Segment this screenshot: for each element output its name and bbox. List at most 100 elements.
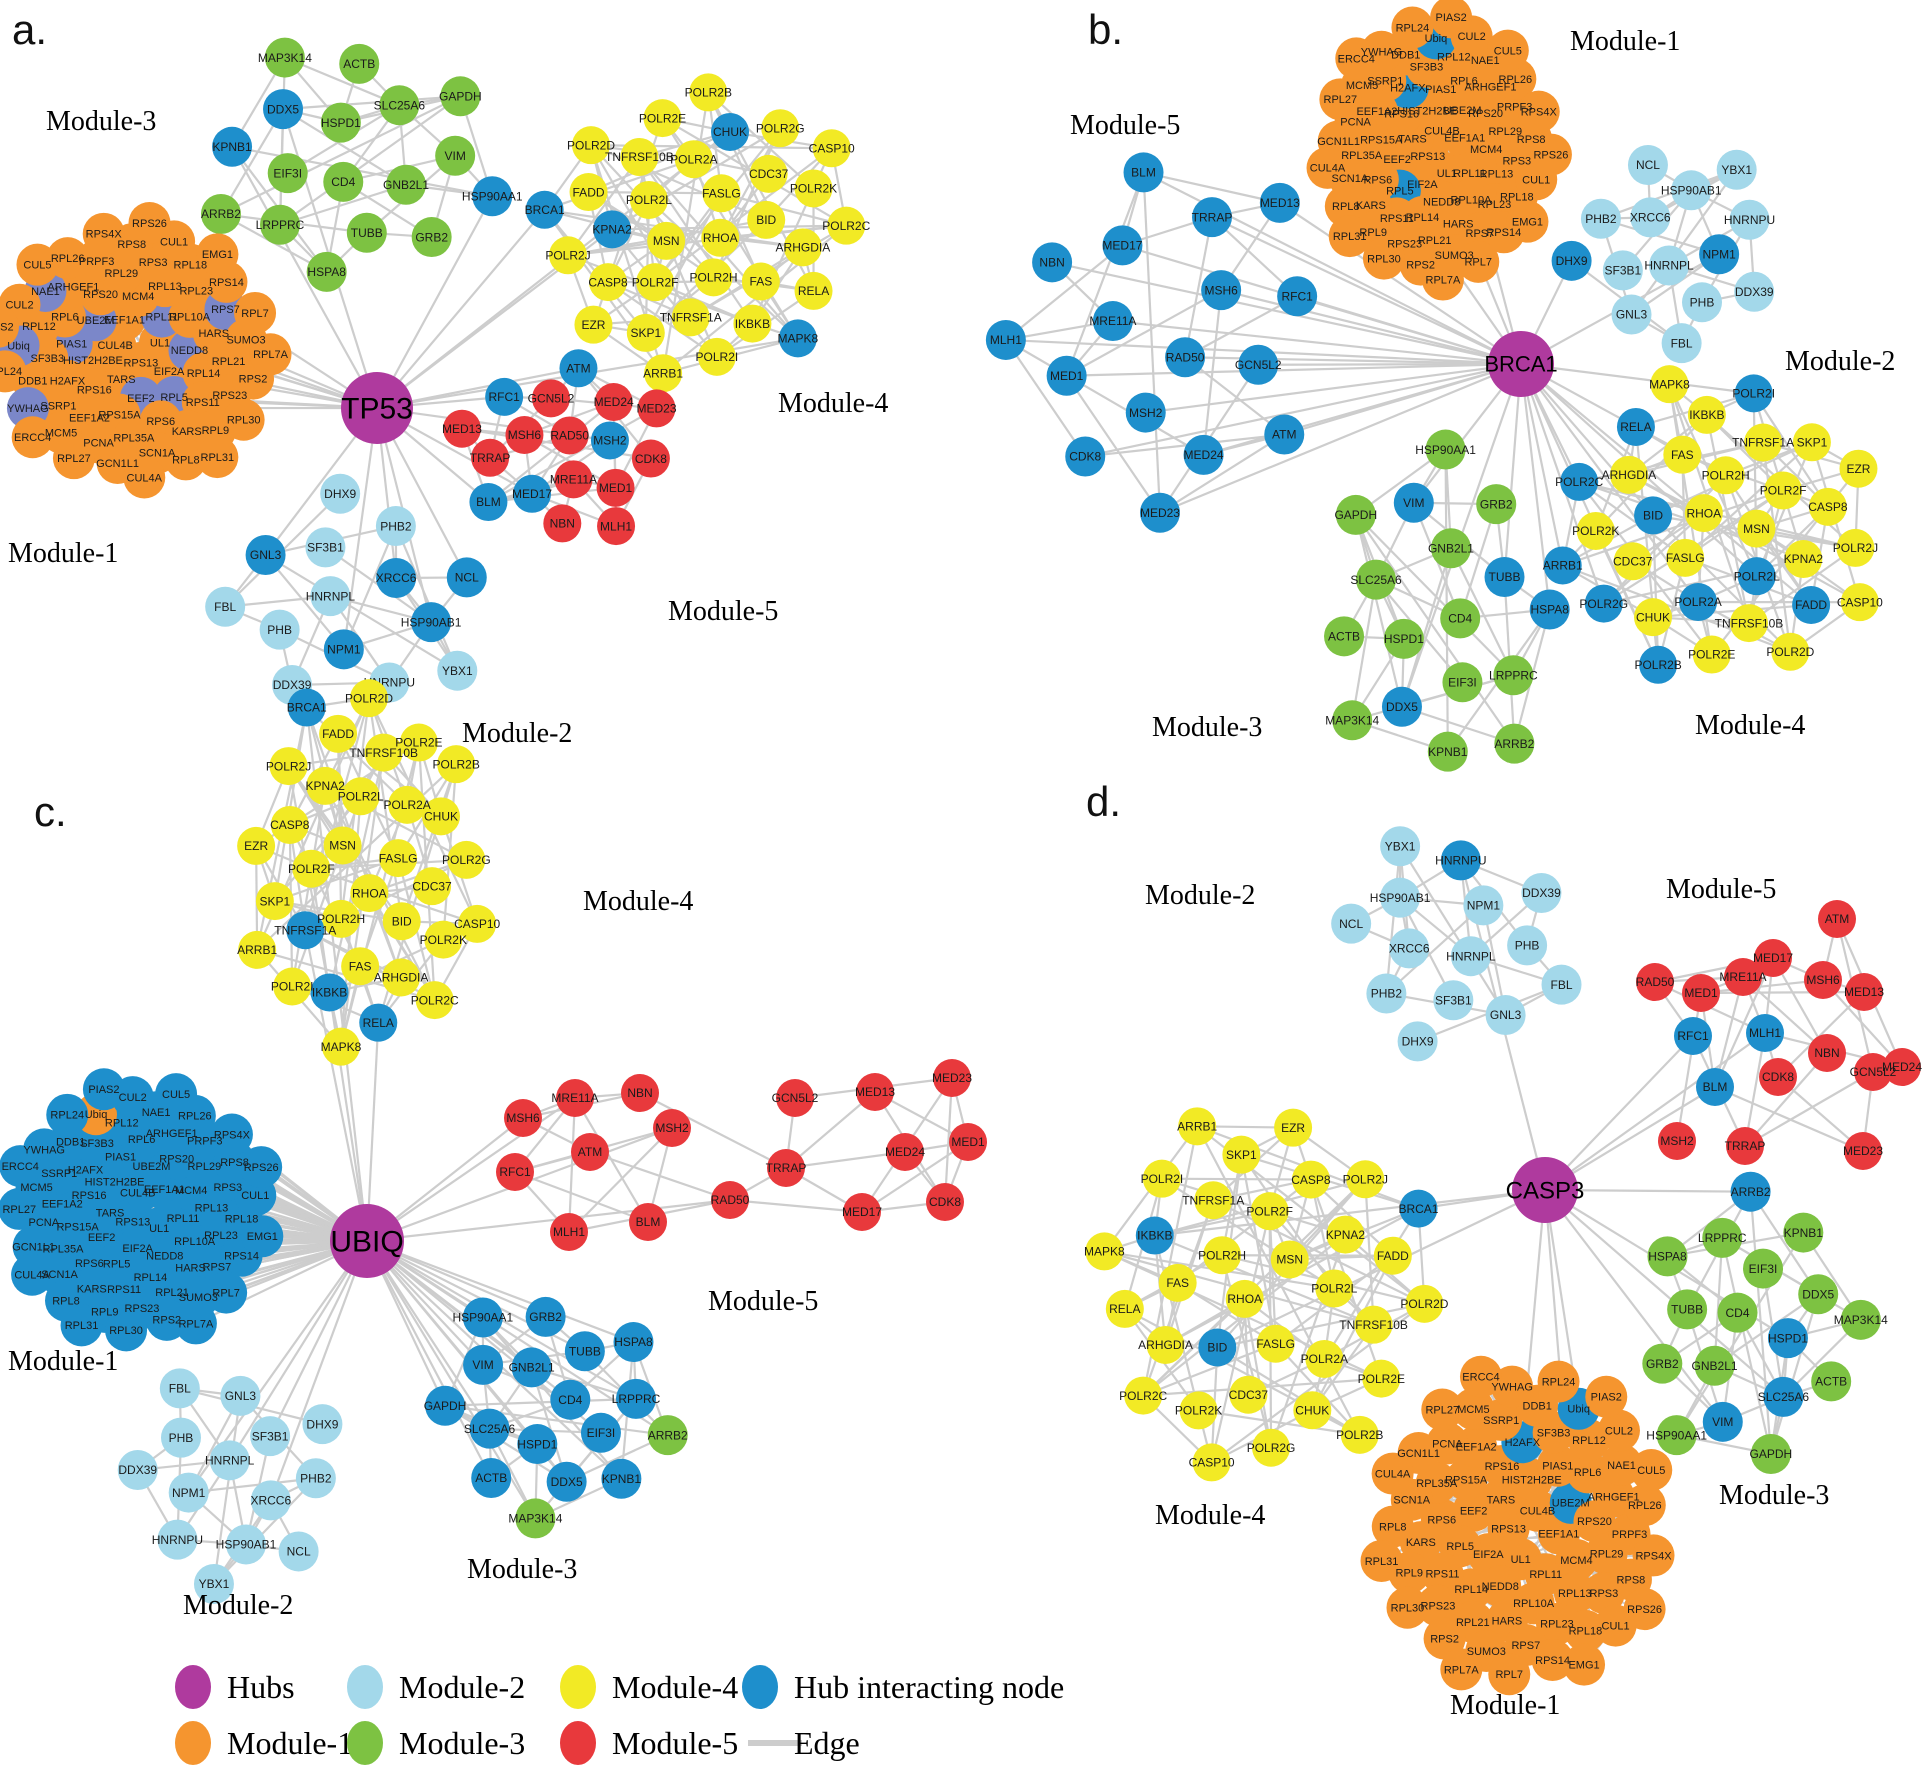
- edge: [1713, 957, 1775, 1088]
- node-label-POLR2B: POLR2B: [432, 757, 479, 771]
- node-label-RPS26: RPS26: [1533, 149, 1568, 161]
- edge: [1721, 1237, 1772, 1455]
- panel-c: RHOA MSN FASLG POLR2H POLR2L BID POLR2F POLR2A F…: [0, 679, 987, 1621]
- node-BID: [382, 902, 421, 941]
- node-label-DDB1: DDB1: [1523, 1401, 1552, 1413]
- module-label-module-1-a: Module-1: [8, 538, 118, 569]
- node-label-YWHAG: YWHAG: [1361, 47, 1403, 59]
- panel-a-cluster-module-5: RAD50 MRE11A MSH6 MSH2 MED17 GCN5L2 MED1 TRRAP M…: [442, 349, 677, 546]
- node-XRCC6: [1630, 197, 1671, 238]
- edge: [1752, 393, 1758, 577]
- node-CDK8: [1759, 1058, 1797, 1096]
- node-label-RPL24: RPL24: [1396, 22, 1430, 34]
- node-label-RPS8: RPS8: [117, 239, 146, 251]
- panel-d-cluster-module-3: CD4 HSPD1 GNB2L1 EIF3I SLC25A6 TUBB DDX5 VIM LRP…: [1642, 1171, 1888, 1474]
- node-YBX1: [193, 1564, 234, 1605]
- node-MSH6: [1804, 961, 1842, 999]
- module-label-module-3-d: Module-3: [1719, 1480, 1829, 1511]
- edge: [1085, 433, 1285, 458]
- node-RPS4X: [210, 1113, 253, 1156]
- node-MED23: [1844, 1132, 1882, 1170]
- node-BRCA1: [287, 688, 326, 727]
- node-label-PIAS1: PIAS1: [56, 338, 87, 350]
- node-label-POLR2E: POLR2E: [1358, 1372, 1405, 1386]
- node-label-MSN: MSN: [1276, 1253, 1303, 1267]
- node-GNB2L1: [1694, 1345, 1735, 1386]
- node-label-HSPA8: HSPA8: [614, 1335, 653, 1349]
- node-label-MED23: MED23: [1140, 506, 1180, 520]
- node-label-KPNB1: KPNB1: [212, 140, 252, 154]
- node-POLR2C: [1560, 462, 1599, 501]
- node-label-FADD: FADD: [322, 727, 354, 741]
- node-label-RPS26: RPS26: [1627, 1604, 1662, 1616]
- node-label-EZR: EZR: [1281, 1121, 1305, 1135]
- edge: [1675, 992, 1703, 1142]
- edge: [1777, 991, 1865, 1078]
- node-FASLG: [1256, 1324, 1295, 1363]
- node-MRE11A: [1092, 301, 1133, 342]
- node-label-NBN: NBN: [1814, 1046, 1839, 1060]
- node-label-POLR2E: POLR2E: [395, 736, 442, 750]
- edge: [213, 1477, 317, 1585]
- node-GNL3: [220, 1375, 261, 1416]
- node-label-MSH6: MSH6: [508, 428, 542, 442]
- edge: [567, 156, 641, 256]
- node-POLR2E: [1692, 635, 1731, 674]
- hub-edge: [366, 1097, 576, 1242]
- node-SLC25A6: [469, 1408, 510, 1449]
- node-label-HNRNPU: HNRNPU: [152, 1533, 203, 1547]
- node-ARRB1: [238, 930, 277, 969]
- node-CASP10: [812, 129, 851, 168]
- node-HNRNPU: [1440, 840, 1481, 881]
- node-label-HNRNPL: HNRNPL: [1644, 259, 1694, 273]
- node-label-GAPDH: GAPDH: [1750, 1447, 1793, 1461]
- node-label-VIM: VIM: [444, 149, 465, 163]
- node-POLR2I: [1734, 374, 1773, 413]
- node-ARHGDIA: [1609, 455, 1648, 494]
- node-label-PCNA: PCNA: [29, 1217, 60, 1229]
- node-label-XRCC6: XRCC6: [1630, 211, 1671, 225]
- hub-edge: [1211, 216, 1522, 365]
- edge: [1385, 846, 1402, 994]
- hub-edge: [1154, 1188, 1546, 1237]
- node-label-NAE1: NAE1: [142, 1107, 171, 1119]
- node-label-POLR2B: POLR2B: [1336, 1428, 1383, 1442]
- node-label-POLR2I: POLR2I: [696, 350, 739, 364]
- node-MAP3K14: [1332, 700, 1373, 741]
- hub-node-UBIQ: [330, 1204, 404, 1278]
- node-label-RPL6: RPL6: [51, 311, 79, 323]
- hub-edge: [342, 407, 379, 650]
- node-POLR2G: [1584, 584, 1623, 623]
- node-XRCC6: [376, 558, 417, 599]
- node-label-TNFRSF1A: TNFRSF1A: [1182, 1193, 1244, 1207]
- edge: [1749, 1191, 1820, 1295]
- hub-edge: [376, 131, 731, 409]
- hub-edge: [1544, 1086, 1716, 1191]
- node-label-BID: BID: [1207, 1341, 1227, 1355]
- node-label-NPM1: NPM1: [1467, 899, 1501, 913]
- node-ARRB1: [644, 354, 683, 393]
- node-MAP3K14: [264, 37, 305, 78]
- node-label-RPL31: RPL31: [1365, 1556, 1399, 1568]
- node-label-PIAS2: PIAS2: [1591, 1392, 1622, 1404]
- node-label-PCNA: PCNA: [83, 437, 114, 449]
- node-HNRNPL: [209, 1440, 250, 1481]
- node-label-POLR2K: POLR2K: [420, 933, 467, 947]
- node-label-BLM: BLM: [1131, 166, 1156, 180]
- node-label-MED24: MED24: [885, 1145, 925, 1159]
- node-FAS: [741, 262, 780, 301]
- node-label-MLH1: MLH1: [1749, 1026, 1781, 1040]
- edge: [265, 554, 458, 672]
- node-label-NBN: NBN: [550, 517, 575, 531]
- node-RPL7A: [249, 333, 292, 376]
- node-POLR2F: [636, 263, 675, 302]
- node-label-PIAS2: PIAS2: [1436, 12, 1467, 24]
- node-HNRNPL: [310, 576, 351, 617]
- node-RPL26: [1623, 1484, 1666, 1527]
- node-label-CUL5: CUL5: [162, 1089, 190, 1101]
- node-POLR2L: [341, 777, 380, 816]
- node-label-SKP1: SKP1: [259, 894, 290, 908]
- node-FAS: [1663, 435, 1702, 474]
- node-HSP90AA1: [1656, 1415, 1697, 1456]
